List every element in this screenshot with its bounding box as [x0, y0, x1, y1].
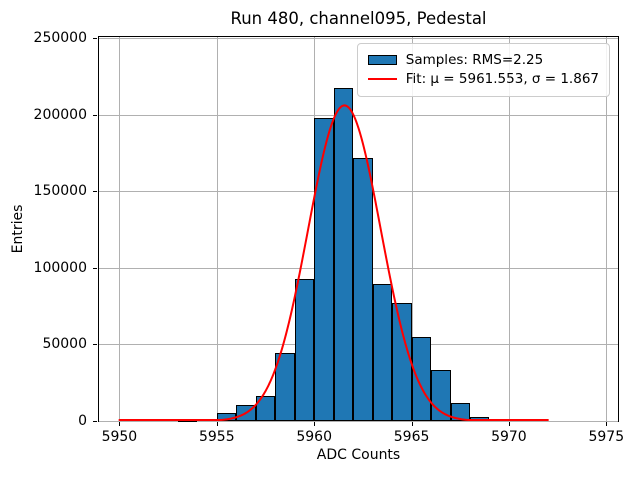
x-tick: [606, 422, 608, 426]
histogram-bar: [216, 412, 237, 421]
histogram-bar: [177, 419, 198, 422]
histogram-bar: [236, 404, 256, 421]
y-tick: [93, 114, 97, 116]
histogram-bar: [411, 336, 432, 421]
y-tick: [93, 344, 97, 346]
x-gridline: [606, 37, 608, 421]
x-tick-label: 5970: [491, 429, 527, 445]
histogram-bar: [314, 117, 334, 421]
histogram-bar: [255, 396, 276, 421]
histogram-bar: [197, 418, 217, 421]
y-tick-label: 150000: [33, 183, 87, 200]
y-tick: [93, 38, 97, 39]
chart-title: Run 480, channel095, Pedestal: [230, 9, 487, 28]
y-tick-label: 250000: [33, 30, 87, 46]
histogram-bar: [372, 283, 393, 421]
x-gridline: [216, 37, 218, 421]
x-tick: [508, 422, 510, 426]
histogram-bar: [392, 303, 412, 421]
histogram-bar: [294, 278, 315, 421]
histogram-bar: [469, 417, 490, 421]
x-tick: [216, 422, 218, 426]
histogram-bar: [333, 87, 354, 421]
histogram-bar: [353, 158, 373, 421]
x-axis-label: ADC Counts: [316, 447, 401, 463]
x-tick: [411, 422, 413, 426]
x-tick: [119, 422, 121, 426]
plot-area: Samples: RMS=2.25 Fit: μ = 5961.553, σ =…: [98, 36, 619, 422]
x-tick-label: 5960: [296, 429, 332, 445]
y-tick: [93, 191, 97, 193]
legend-entry-samples: Samples: RMS=2.25: [367, 50, 599, 69]
x-gridline: [119, 37, 121, 421]
histogram-bar: [275, 352, 295, 421]
y-tick-label: 100000: [33, 259, 87, 276]
legend-label-samples: Samples: RMS=2.25: [405, 51, 544, 68]
histogram-bar: [431, 370, 451, 421]
legend-label-fit: Fit: μ = 5961.553, σ = 1.867: [405, 70, 599, 87]
y-tick: [93, 267, 97, 269]
legend: Samples: RMS=2.25 Fit: μ = 5961.553, σ =…: [356, 43, 610, 97]
y-tick-label: 200000: [33, 106, 87, 123]
y-tick: [93, 421, 97, 422]
x-tick-label: 5950: [101, 429, 138, 445]
y-gridline: [99, 38, 618, 39]
fit-line-icon: [367, 77, 397, 80]
x-tick: [314, 422, 316, 426]
legend-entry-fit: Fit: μ = 5961.553, σ = 1.867: [367, 69, 599, 88]
histogram-swatch-icon: [367, 54, 397, 65]
y-gridline: [99, 114, 618, 116]
y-axis-label: Entries: [10, 204, 26, 254]
histogram-bar: [450, 402, 470, 421]
y-tick-label: 0: [78, 413, 87, 429]
x-tick-label: 5975: [588, 429, 625, 445]
y-gridline: [99, 421, 618, 422]
x-tick-label: 5965: [393, 429, 430, 445]
x-tick-label: 5955: [198, 429, 235, 445]
y-tick-label: 50000: [42, 336, 87, 353]
